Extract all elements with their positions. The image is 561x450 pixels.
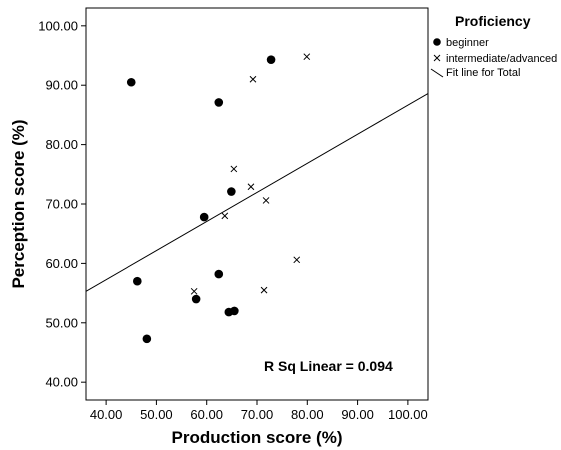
x-tick-label: 50.00 [140, 407, 173, 422]
r-squared-annotation: R Sq Linear = 0.094 [264, 358, 393, 374]
beginner-point [142, 334, 152, 344]
legend-marker-fit-line [430, 68, 444, 78]
legend-label-fit-line: Fit line for Total [446, 67, 520, 79]
y-tick-label: 70.00 [45, 197, 78, 212]
y-axis: 40.00 50.00 60.00 70.00 80.00 90.00 100.00 [38, 18, 86, 390]
intermediate-advanced-point [247, 183, 255, 191]
beginner-point [227, 187, 236, 196]
beginner-point [191, 294, 201, 304]
beginner-point [230, 306, 239, 316]
legend-label-beginner: beginner [446, 37, 489, 49]
fit-line-layer [86, 93, 428, 292]
intermediate-advanced-point [249, 75, 257, 83]
x-tick-label: 90.00 [341, 407, 374, 422]
y-tick-label: 100.00 [38, 18, 78, 33]
fit-line-total [86, 93, 428, 292]
beginner-point [133, 276, 142, 286]
y-tick-label: 50.00 [45, 315, 78, 330]
beginner-point [266, 55, 276, 64]
legend-marker-beginner [433, 38, 441, 46]
x-tick-label: 100.00 [388, 407, 428, 422]
x-tick-label: 60.00 [190, 407, 223, 422]
y-axis-title: Perception score (%) [9, 119, 28, 288]
y-tick-label: 40.00 [45, 375, 78, 390]
intermediate-advanced-point [230, 165, 238, 173]
intermediate-advanced-point [221, 212, 229, 220]
y-tick-label: 80.00 [45, 137, 78, 152]
x-tick-label: 70.00 [241, 407, 274, 422]
intermediate-advanced-point [293, 256, 301, 264]
intermediate-advanced-point [262, 197, 270, 204]
y-tick-label: 60.00 [45, 256, 78, 271]
legend-label-intermediate: intermediate/advanced [446, 53, 557, 65]
beginner-point [199, 212, 209, 222]
legend: Proficiency beginner intermediate/advanc… [430, 13, 557, 79]
points-layer [126, 53, 311, 344]
x-axis: 40.00 50.00 60.00 70.00 80.00 90.00 100.00 [90, 400, 428, 422]
plot-area [85, 7, 429, 401]
intermediate-advanced-point [190, 287, 198, 295]
beginner-point [214, 98, 224, 107]
beginner-point [126, 77, 136, 87]
intermediate-advanced-point [260, 286, 268, 294]
intermediate-advanced-point [303, 53, 311, 61]
x-axis-title: Production score (%) [172, 428, 343, 447]
beginner-point [214, 269, 224, 279]
legend-title: Proficiency [455, 13, 531, 29]
x-tick-label: 80.00 [291, 407, 324, 422]
x-tick-label: 40.00 [90, 407, 123, 422]
legend-marker-intermediate [433, 54, 441, 62]
y-tick-label: 90.00 [45, 78, 78, 93]
